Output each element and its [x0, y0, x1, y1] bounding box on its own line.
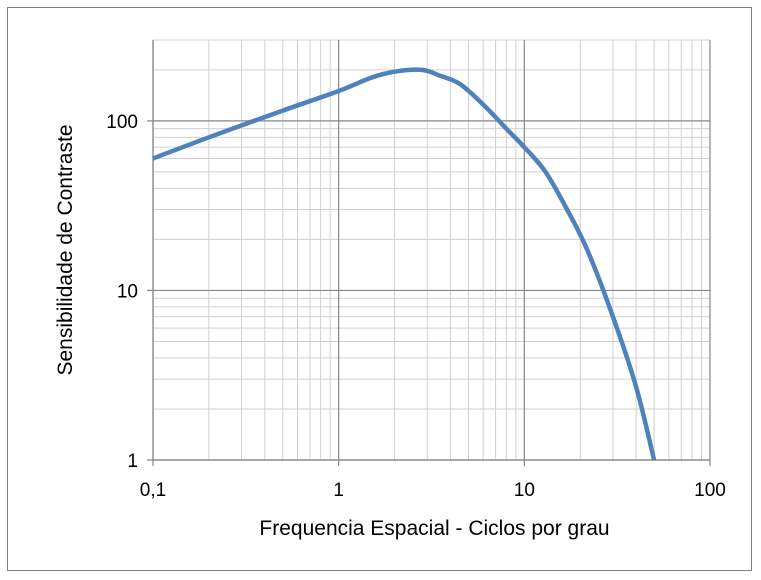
x-tick-label: 10	[514, 480, 535, 501]
y-tick-labels: 1 10 100	[106, 112, 153, 472]
x-tick-labels: 0,1 1 10 100	[140, 460, 726, 501]
x-tick-label: 1	[333, 480, 344, 501]
x-tick-label: 100	[694, 480, 726, 501]
contrast-sensitivity-series-line	[152, 67, 657, 461]
series-layer	[152, 67, 657, 461]
minor-gridlines	[153, 39, 710, 460]
chart-frame	[7, 7, 752, 571]
y-tick-label: 100	[106, 112, 138, 133]
major-gridlines	[152, 40, 711, 461]
y-tick-label: 10	[117, 281, 138, 302]
y-tick-label: 1	[127, 451, 138, 472]
x-axis-title: Frequencia Espacial - Ciclos por grau	[259, 517, 609, 540]
x-tick-label: 0,1	[140, 480, 166, 501]
y-axis-title: Sensibilidade de Contraste	[54, 125, 77, 376]
